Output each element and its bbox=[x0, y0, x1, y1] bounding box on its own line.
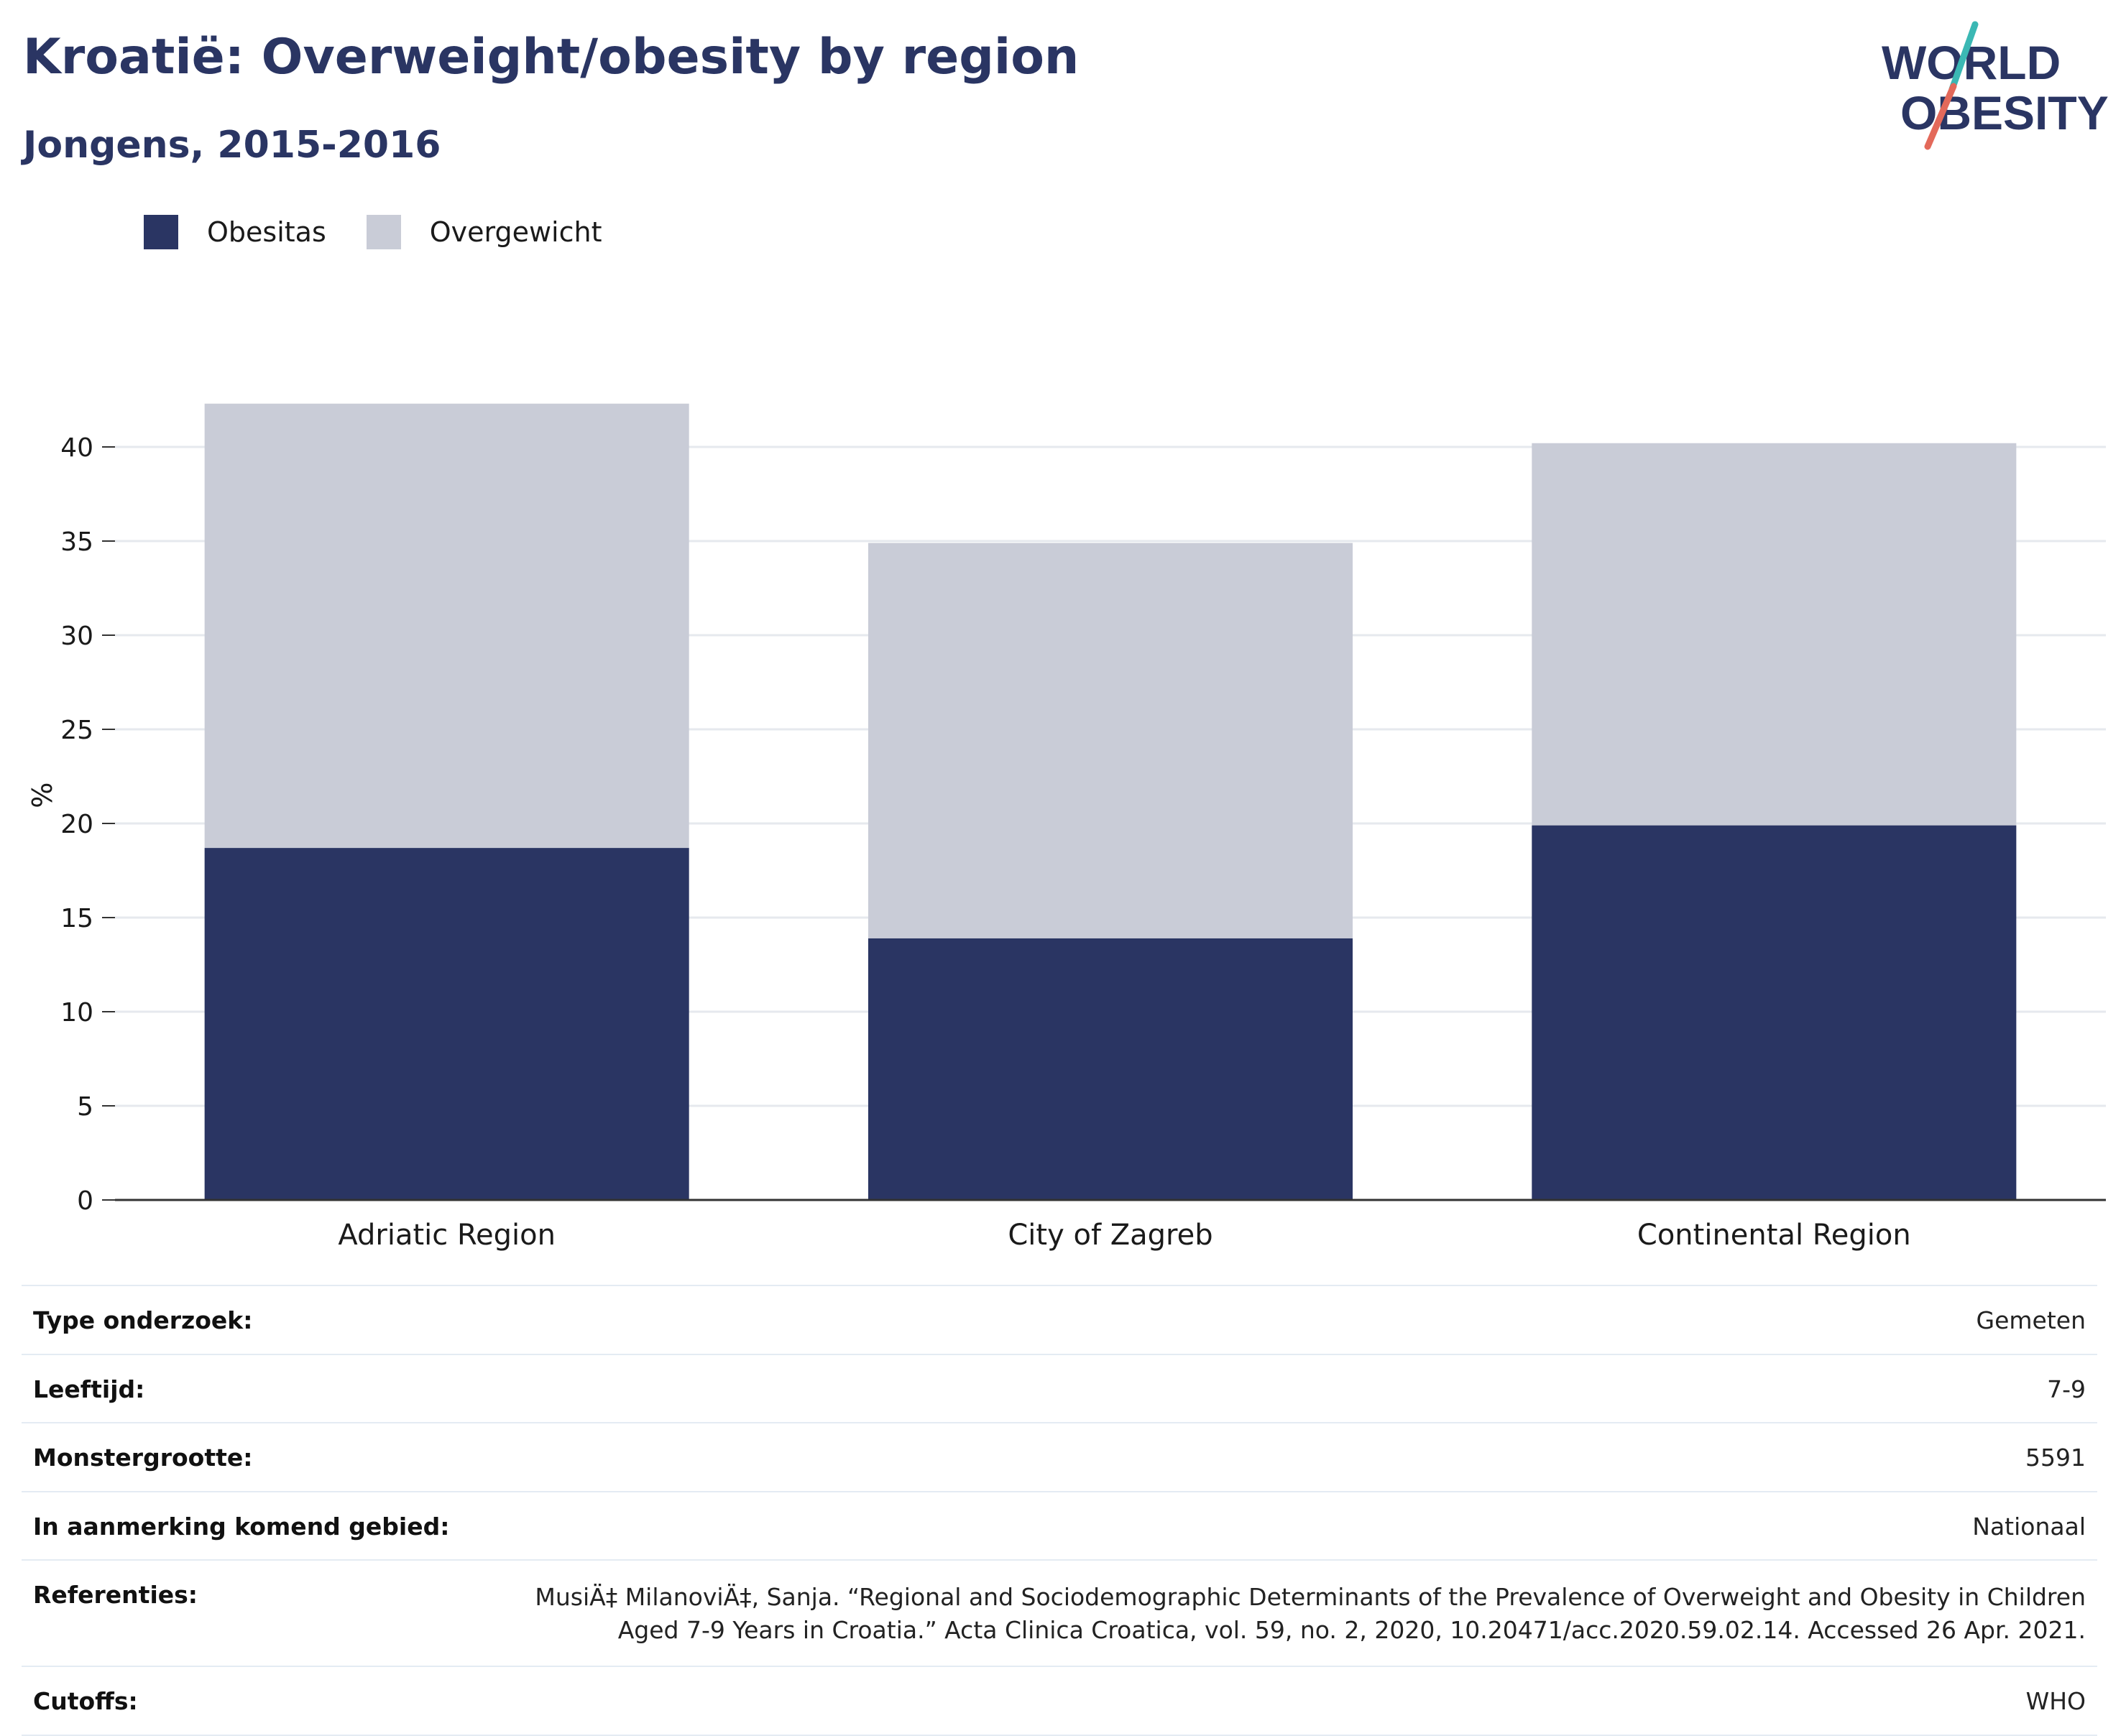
y-tick-label: 0 bbox=[77, 1186, 93, 1216]
x-tick-label: Continental Region bbox=[1637, 1219, 1911, 1252]
info-row-area: In aanmerking komend gebied: Nationaal bbox=[22, 1492, 2097, 1561]
logo-slash-top bbox=[1948, 21, 1979, 93]
info-value-references: MusiÄ‡ MilanoviÄ‡, Sanja. “Regional and … bbox=[535, 1583, 2086, 1645]
info-value-cutoffs: WHO bbox=[2025, 1687, 2086, 1716]
info-row-cutoffs: Cutoffs: WHO bbox=[22, 1667, 2097, 1736]
legend-item-overgewicht[interactable]: Overgewicht bbox=[366, 215, 602, 249]
info-row-age: Leeftijd: 7-9 bbox=[22, 1355, 2097, 1424]
info-label-area: In aanmerking komend gebied: bbox=[33, 1512, 450, 1541]
logo-slash-bottom bbox=[1924, 83, 1957, 150]
bar-overgewicht[interactable] bbox=[868, 542, 1353, 938]
y-tick-label: 15 bbox=[60, 904, 93, 933]
y-tick-label: 30 bbox=[60, 622, 93, 651]
bar-obesitas[interactable] bbox=[204, 848, 689, 1200]
info-label-age: Leeftijd: bbox=[33, 1375, 145, 1403]
chart-title: Kroatië: Overweight/obesity by region bbox=[23, 29, 1080, 86]
bar-obesitas[interactable] bbox=[1532, 825, 2017, 1200]
y-tick-label: 40 bbox=[60, 433, 93, 463]
info-value-area: Nationaal bbox=[1972, 1512, 2086, 1541]
chart-subtitle: Jongens, 2015-2016 bbox=[23, 124, 441, 167]
x-tick-label: City of Zagreb bbox=[1008, 1219, 1212, 1252]
bar-overgewicht[interactable] bbox=[204, 403, 689, 849]
info-row-sample-size: Monstergrootte: 5591 bbox=[22, 1423, 2097, 1492]
info-label-cutoffs: Cutoffs: bbox=[33, 1687, 138, 1716]
y-tick-label: 10 bbox=[60, 998, 93, 1028]
info-label-sample-size: Monstergrootte: bbox=[33, 1444, 253, 1472]
bar-overgewicht[interactable] bbox=[1532, 443, 2017, 826]
x-tick-label: Adriatic Region bbox=[338, 1219, 556, 1252]
info-label-survey-type: Type onderzoek: bbox=[33, 1306, 253, 1334]
world-obesity-logo: WORLD OBESITY bbox=[1882, 21, 2109, 150]
chart-legend: Obesitas Overgewicht bbox=[144, 214, 643, 250]
y-tick-label: 25 bbox=[60, 716, 93, 745]
legend-swatch-obesitas bbox=[144, 215, 178, 249]
y-tick-label: 20 bbox=[60, 810, 93, 839]
info-row-references: Referenties: MusiÄ‡ MilanoviÄ‡, Sanja. “… bbox=[22, 1561, 2097, 1668]
legend-label-obesitas: Obesitas bbox=[207, 216, 326, 248]
y-tick-label: 5 bbox=[77, 1092, 93, 1122]
info-value-age: 7-9 bbox=[2047, 1375, 2086, 1403]
info-label-references: Referenties: bbox=[33, 1581, 198, 1610]
y-axis-label: % bbox=[27, 782, 58, 808]
info-value-sample-size: 5591 bbox=[2025, 1444, 2086, 1472]
legend-swatch-overgewicht bbox=[366, 215, 401, 249]
info-value-survey-type: Gemeten bbox=[1976, 1306, 2086, 1334]
legend-item-obesitas[interactable]: Obesitas bbox=[144, 215, 326, 249]
info-table: Type onderzoek: Gemeten Leeftijd: 7-9 Mo… bbox=[22, 1285, 2097, 1736]
info-row-survey-type: Type onderzoek: Gemeten bbox=[22, 1285, 2097, 1355]
legend-label-overgewicht: Overgewicht bbox=[429, 216, 602, 248]
y-tick-label: 35 bbox=[60, 527, 93, 557]
bar-obesitas[interactable] bbox=[868, 938, 1353, 1200]
bar-chart: 0 5 10 15 20 25 30 35 40% Adriatic Region City of … bbox=[27, 403, 2106, 1252]
